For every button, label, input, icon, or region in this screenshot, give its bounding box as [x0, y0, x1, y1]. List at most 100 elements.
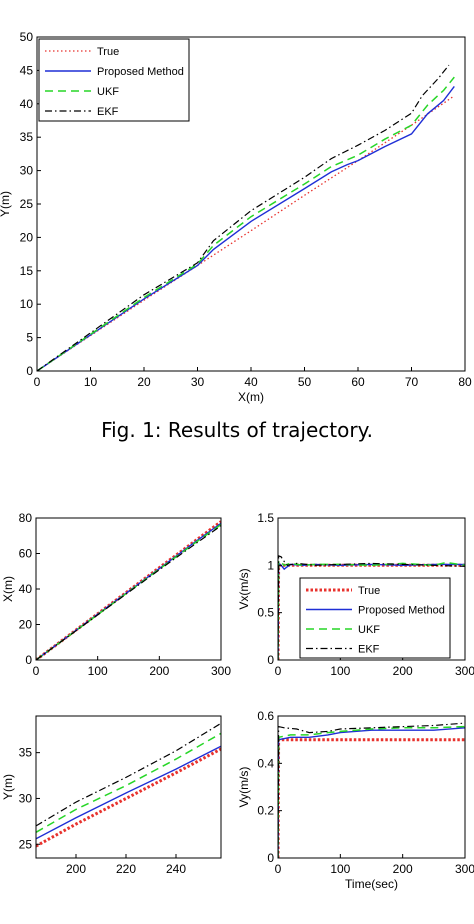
y-tick-label: 0 [25, 653, 32, 667]
x-tick-label: 100 [88, 664, 108, 678]
x-tick-label: 0 [275, 664, 282, 678]
y-tick-label: 0 [267, 851, 274, 865]
y-tick-label: 40 [20, 97, 34, 111]
x-tick-label: 200 [66, 862, 86, 876]
chart-traj: 0 10 20 30 40 50 60 70 80 0 5 10 15 20 25 30 35 40 45 50 X(m… [0, 30, 472, 404]
series-line-ukf [36, 523, 221, 660]
x-tick-label: 200 [393, 664, 413, 678]
y-tick-label: 0.2 [257, 804, 274, 818]
x-axis-label: Time(sec) [345, 877, 398, 891]
series-line-proposed-method [36, 522, 221, 660]
figure-caption: Fig. 1: Results of trajectory. [101, 418, 373, 442]
y-tick-label: 15 [20, 264, 34, 278]
y-tick-label: 50 [20, 30, 34, 44]
x-tick-label: 300 [211, 664, 231, 678]
x-tick-label: 200 [149, 664, 169, 678]
y-tick-label: 80 [19, 511, 33, 525]
y-tick-label: 60 [19, 547, 33, 561]
plot-area-yt [36, 722, 221, 848]
legend-label: Proposed Method [97, 66, 184, 78]
series-line-proposed-method [37, 85, 455, 371]
legend: True Proposed Method UKF EKF [299, 577, 451, 659]
legend-label: EKF [358, 644, 380, 656]
y-axis-label: Vx(m/s) [237, 568, 251, 609]
y-tick-label: 25 [19, 837, 33, 851]
y-tick-label: 20 [19, 618, 33, 632]
series-line-ukf [278, 725, 465, 858]
x-tick-label: 0 [34, 375, 41, 389]
x-tick-label: 300 [455, 862, 474, 876]
x-axis-label: X(m) [238, 390, 264, 404]
y-tick-label: 40 [19, 582, 33, 596]
chart-yt: 200 220 240 25 30 35 Y(m) [1, 715, 222, 876]
x-tick-label: 100 [330, 862, 350, 876]
plot-area-vy [278, 722, 465, 858]
series-line-ekf [37, 64, 450, 371]
legend-label: EKF [97, 106, 119, 118]
x-tick-label: 0 [33, 664, 40, 678]
y-axis-label: Y(m) [1, 774, 15, 800]
x-tick-label: 10 [84, 375, 98, 389]
series-line-true [278, 738, 465, 858]
series-line-ekf [278, 555, 465, 660]
y-axis-label: Vy(m/s) [237, 767, 251, 808]
y-tick-label: 30 [19, 791, 33, 805]
series-line-ekf [36, 525, 221, 660]
x-tick-label: 70 [405, 375, 419, 389]
legend-label: Proposed Method [358, 605, 445, 617]
series-line-ukf [37, 76, 455, 371]
series-line-ukf [36, 732, 221, 833]
y-tick-label: 20 [20, 230, 34, 244]
y-tick-label: 0.6 [257, 709, 274, 723]
y-tick-label: 10 [20, 297, 34, 311]
chart-vx: 0 100 200 300 0 0.5 1 1.5 Vx(m/s) True Proposed Me… [237, 511, 474, 678]
y-tick-label: 5 [26, 331, 33, 345]
y-tick-label: 30 [20, 164, 34, 178]
series-line-ekf [278, 722, 465, 858]
x-tick-label: 100 [330, 664, 350, 678]
x-tick-label: 50 [298, 375, 312, 389]
x-tick-label: 240 [166, 862, 186, 876]
legend-label: UKF [358, 624, 380, 636]
x-tick-label: 60 [351, 375, 365, 389]
x-tick-label: 0 [275, 862, 282, 876]
plot-area-traj [37, 64, 455, 371]
series-line-ekf [36, 722, 221, 827]
y-tick-label: 0 [26, 364, 33, 378]
x-tick-label: 220 [116, 862, 136, 876]
legend-label: True [97, 46, 119, 58]
y-tick-label: 35 [19, 746, 33, 760]
series-line-proposed-method [36, 745, 221, 840]
y-tick-label: 0.4 [257, 756, 274, 770]
axes-box [277, 715, 466, 859]
y-tick-label: 45 [20, 63, 34, 77]
series-line-proposed-method [278, 727, 465, 858]
trajectory-chart: 0 10 20 30 40 50 60 70 80 0 5 10 15 20 25 30 35 40 45 50 X(m… [0, 30, 472, 404]
y-tick-label: 0.5 [257, 606, 274, 620]
x-tick-label: 30 [191, 375, 205, 389]
x-tick-label: 40 [244, 375, 258, 389]
plot-area-xt [36, 520, 221, 660]
x-tick-label: 80 [458, 375, 472, 389]
legend-label: UKF [97, 86, 119, 98]
x-tick-label: 300 [455, 664, 474, 678]
series-line-true [37, 95, 455, 371]
legend-label: True [358, 585, 380, 597]
axes-box [35, 715, 222, 859]
legend-box [38, 38, 190, 122]
x-tick-label: 20 [137, 375, 151, 389]
y-tick-label: 1 [267, 558, 274, 572]
series-line-true [36, 747, 221, 848]
y-axis-label: Y(m) [0, 191, 12, 217]
y-tick-label: 35 [20, 130, 34, 144]
y-tick-label: 25 [20, 197, 34, 211]
y-axis-label: X(m) [1, 576, 15, 602]
chart-xt: 0 100 200 300 0 20 40 60 80 X(m) [1, 511, 231, 678]
chart-vy: 0 100 200 300 0 0.2 0.4 0.6 Time(sec) Vy(m/s) [237, 709, 474, 891]
x-tick-label: 200 [393, 862, 413, 876]
axes-box [277, 517, 466, 661]
legend: True Proposed Method UKF EKF [38, 38, 190, 122]
y-tick-label: 1.5 [257, 511, 274, 525]
y-tick-label: 0 [267, 653, 274, 667]
